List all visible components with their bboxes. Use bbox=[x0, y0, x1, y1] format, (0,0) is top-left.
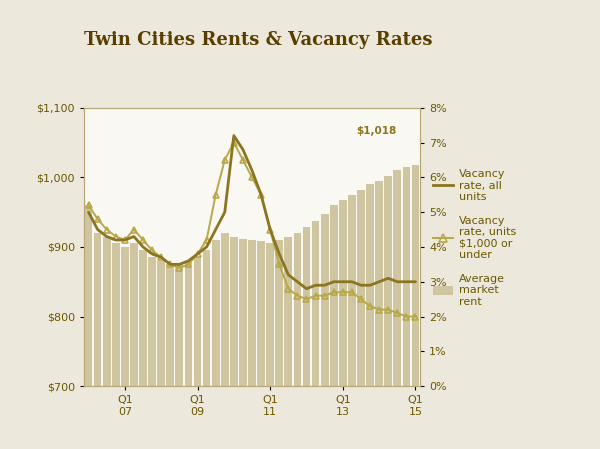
Bar bbox=[330, 205, 338, 386]
Bar bbox=[85, 205, 92, 386]
Bar bbox=[302, 228, 310, 386]
Bar bbox=[266, 243, 274, 386]
Bar bbox=[357, 190, 365, 386]
Bar bbox=[412, 165, 419, 386]
Bar bbox=[157, 261, 165, 386]
Bar bbox=[121, 247, 129, 386]
Bar bbox=[394, 170, 401, 386]
Bar bbox=[312, 220, 319, 386]
Bar bbox=[366, 185, 374, 386]
Bar bbox=[112, 243, 119, 386]
Bar bbox=[321, 214, 329, 386]
Bar bbox=[175, 264, 183, 386]
Bar bbox=[148, 257, 156, 386]
Bar bbox=[375, 181, 383, 386]
Bar bbox=[166, 264, 174, 386]
Bar bbox=[248, 240, 256, 386]
Bar bbox=[130, 243, 138, 386]
Bar bbox=[239, 238, 247, 386]
Bar bbox=[212, 240, 220, 386]
Bar bbox=[284, 237, 292, 386]
Bar bbox=[230, 237, 238, 386]
Bar bbox=[257, 242, 265, 386]
Bar bbox=[194, 257, 202, 386]
Text: $1,018: $1,018 bbox=[356, 126, 397, 136]
Bar bbox=[103, 237, 110, 386]
Bar bbox=[385, 176, 392, 386]
Bar bbox=[185, 262, 192, 386]
Bar bbox=[403, 167, 410, 386]
Bar bbox=[139, 251, 147, 386]
Bar bbox=[275, 240, 283, 386]
Bar bbox=[203, 251, 211, 386]
Bar bbox=[339, 200, 347, 386]
Bar bbox=[221, 233, 229, 386]
Bar bbox=[348, 195, 356, 386]
Text: Twin Cities Rents & Vacancy Rates: Twin Cities Rents & Vacancy Rates bbox=[84, 31, 432, 49]
Legend: Vacancy
rate, all
units, Vacancy
rate, units
$1,000 or
under, Average
market
ren: Vacancy rate, all units, Vacancy rate, u… bbox=[429, 165, 521, 311]
Bar bbox=[293, 233, 301, 386]
Bar bbox=[94, 233, 101, 386]
